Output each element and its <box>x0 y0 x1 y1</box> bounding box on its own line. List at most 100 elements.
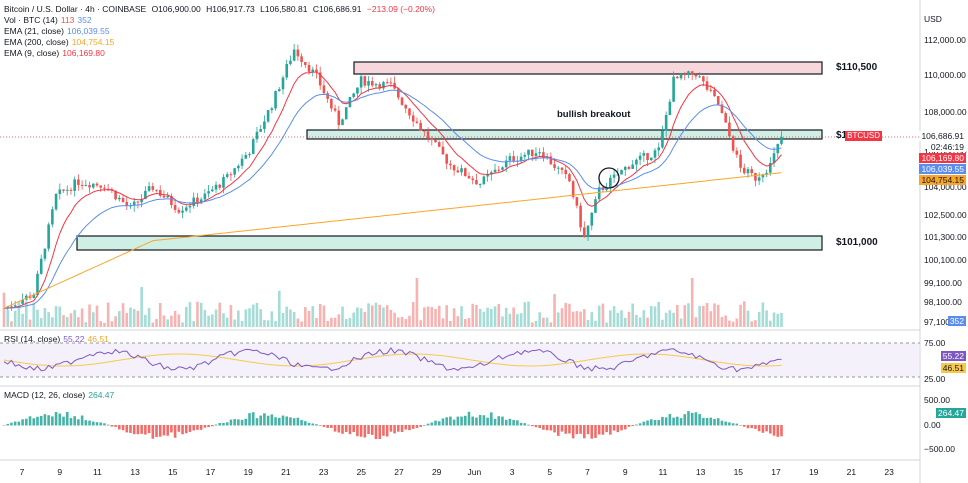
volume-bar <box>62 315 65 327</box>
volume-bar <box>296 318 300 327</box>
ema200-line <box>3 172 782 309</box>
candle-body <box>233 168 236 175</box>
candle-body <box>103 187 106 189</box>
candle-body <box>344 107 348 120</box>
volume-bar <box>676 304 679 327</box>
volume-bar <box>214 309 218 327</box>
volume-bar <box>240 320 244 327</box>
volume-bar <box>490 308 493 327</box>
macd-bar <box>478 415 482 426</box>
volume-bar <box>136 310 140 327</box>
ema200-legend[interactable]: EMA (200, close) 104,754.15 <box>4 37 115 47</box>
macd-bar <box>378 425 382 440</box>
macd-bar <box>408 425 411 431</box>
macd-bar <box>605 425 608 433</box>
candle-body <box>530 149 534 156</box>
volume-bar <box>493 306 497 327</box>
candle-body <box>125 201 129 206</box>
macd-bar <box>158 425 162 437</box>
macd-bar <box>668 414 672 426</box>
candle-body <box>255 131 259 140</box>
vol-legend[interactable]: Vol · BTC (14) 113 352 <box>4 15 92 25</box>
macd-bar <box>318 425 322 426</box>
macd-bar <box>486 417 489 426</box>
macd-bar <box>527 424 530 426</box>
macd-bar <box>80 415 84 426</box>
last-price-tag: 106,686.91 <box>919 131 966 141</box>
macd-bar <box>627 425 631 427</box>
candle-body <box>162 195 166 198</box>
candle-body <box>623 166 627 170</box>
candle-body <box>315 69 318 73</box>
volume-bar <box>672 312 675 327</box>
volume-bar <box>467 317 471 327</box>
volume-bar <box>352 312 355 327</box>
volume-bar <box>571 311 575 327</box>
volume-bar <box>586 319 590 327</box>
candle-body <box>155 189 158 191</box>
volume-bar <box>39 318 43 327</box>
volume-bar <box>661 319 664 327</box>
volume-bar <box>772 312 776 327</box>
volume-bar <box>69 313 73 327</box>
rsi-band <box>0 343 920 377</box>
time-tick-label: 23 <box>884 467 894 477</box>
rsi-legend[interactable]: RSI (14, close) 55.22 46.51 <box>4 334 109 344</box>
volume-bar <box>501 316 504 327</box>
volume-bar <box>594 320 597 327</box>
candle-body <box>296 49 300 57</box>
candle-body <box>73 179 76 191</box>
volume-bar <box>504 307 508 327</box>
volume-bar <box>348 318 352 327</box>
macd-bar <box>28 416 32 426</box>
macd-bar <box>296 417 300 426</box>
macd-bar <box>501 416 504 426</box>
ema21-legend[interactable]: EMA (21, close) 106,039.55 <box>4 26 110 36</box>
candle-body <box>649 157 653 161</box>
volume-bar <box>54 306 58 327</box>
macd-bar <box>155 425 158 437</box>
macd-bar <box>95 422 99 426</box>
macd-bar <box>173 425 177 438</box>
ema9-legend[interactable]: EMA (9, close) 106,169.80 <box>4 48 105 58</box>
price-tick-label: 106,000.00 <box>924 147 967 157</box>
candle-body <box>304 62 307 65</box>
macd-bar <box>281 415 285 426</box>
price-tick-label: 112,000.00 <box>924 35 966 45</box>
volume-bar <box>508 313 512 327</box>
macd-legend[interactable]: MACD (12, 26, close) 264.47 <box>4 390 115 400</box>
volume-bar <box>218 302 222 327</box>
macd-bar <box>750 425 754 429</box>
candle-body <box>579 205 582 228</box>
macd-bar <box>99 422 103 426</box>
volume-bar <box>698 305 701 327</box>
candle-body <box>69 189 73 191</box>
volume-bar <box>199 302 203 327</box>
volume-bar <box>330 317 333 327</box>
candle-body <box>583 227 586 238</box>
time-tick-label: 7 <box>20 467 25 477</box>
macd-bar <box>471 416 475 426</box>
candle-body <box>121 197 125 202</box>
candle-body <box>400 97 404 105</box>
rsi-tick-label: 75.00 <box>924 338 946 348</box>
candle-body <box>147 186 151 191</box>
volume-bar <box>404 319 408 327</box>
candle-body <box>426 131 430 139</box>
volume-bar <box>73 310 76 327</box>
candle-body <box>54 193 58 210</box>
macd-bar <box>512 419 515 426</box>
time-tick-label: 25 <box>357 467 367 477</box>
candle-body <box>333 108 337 111</box>
volume-bar <box>277 290 281 327</box>
macd-bar <box>222 422 225 426</box>
volume-bar <box>300 321 303 327</box>
volume-bar <box>17 301 21 327</box>
candle-body <box>657 147 661 151</box>
macd-bar <box>341 425 344 434</box>
candle-body <box>218 184 222 188</box>
candle-body <box>36 273 39 295</box>
volume-bar <box>716 304 720 327</box>
volume-bar <box>378 304 382 327</box>
